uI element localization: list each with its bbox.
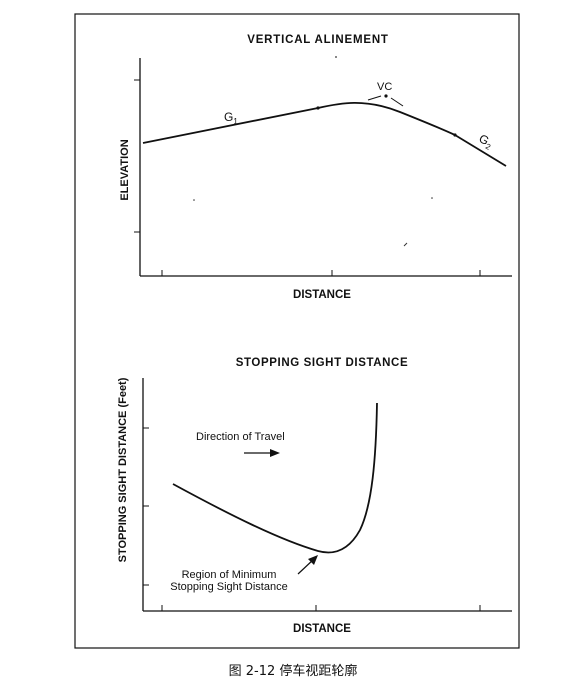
pvt-point (453, 133, 457, 137)
g1-label: G1 (224, 110, 238, 126)
vc-point (384, 94, 388, 98)
top-y-axis-label: ELEVATION (119, 139, 131, 200)
region-label-line1: Region of Minimum (182, 569, 277, 581)
g1-subscript: 1 (233, 117, 238, 126)
top-x-axis-label: DISTANCE (293, 289, 351, 301)
vc-label: VC (377, 81, 392, 93)
bottom-y-axis-label: STOPPING SIGHT DISTANCE (Feet) (117, 377, 129, 562)
vc-leader-right (390, 97, 404, 107)
vc-leader-left (367, 95, 382, 101)
scan-speck (431, 197, 433, 199)
direction-of-travel-label: Direction of Travel (196, 431, 285, 443)
figure-caption: 图 2-12 停车视距轮廓 (229, 663, 358, 679)
top-panel-title: VERTICAL ALINEMENT (247, 34, 389, 46)
direction-arrow-icon (270, 449, 280, 457)
bottom-x-axis-label: DISTANCE (293, 623, 351, 635)
g2-subscript: 2 (484, 142, 493, 152)
g1-letter: G (224, 110, 233, 124)
g2-label: G2 (476, 131, 496, 152)
bottom-panel-title: STOPPING SIGHT DISTANCE (236, 357, 408, 369)
scan-speck (193, 199, 195, 201)
figure-border (74, 13, 520, 649)
pvc-point (316, 106, 320, 110)
region-pointer-arrow-icon (308, 555, 318, 565)
vertical-profile-curve (142, 101, 507, 167)
bottom-panel: STOPPING SIGHT DISTANCE Direction of Tra… (117, 357, 512, 635)
sight-distance-curve (172, 402, 378, 554)
top-panel: VERTICAL ALINEMENT VC G1 G2 ELEVATION DI… (119, 34, 512, 301)
scan-speck (403, 242, 408, 247)
scan-speck (335, 56, 337, 58)
region-label-line2: Stopping Sight Distance (170, 581, 287, 593)
